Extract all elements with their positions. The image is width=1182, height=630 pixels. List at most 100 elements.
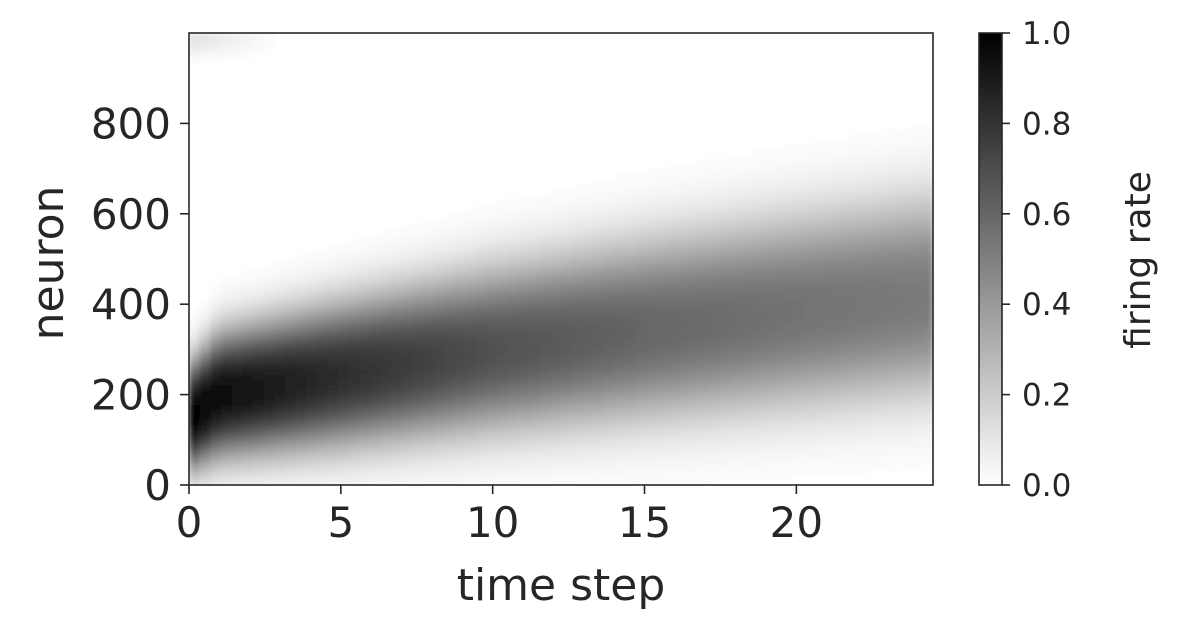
heatmap-cell: [837, 384, 849, 391]
heatmap-cell: [603, 314, 615, 320]
heatmap-cell: [677, 394, 690, 401]
heatmap-cell: [922, 459, 933, 466]
heatmap-cell: [688, 424, 700, 431]
heatmap-cell: [752, 409, 764, 416]
heatmap-cell: [603, 329, 615, 336]
heatmap-cell: [731, 394, 743, 401]
heatmap-cell: [433, 284, 445, 290]
heatmap-cell: [805, 434, 817, 441]
heatmap-cell: [571, 243, 583, 250]
heatmap-cell: [337, 399, 350, 406]
heatmap-cell: [879, 233, 892, 240]
heatmap-cell: [582, 264, 594, 270]
heatmap-cell: [561, 233, 573, 240]
heatmap-cell: [805, 349, 817, 356]
heatmap-cell: [274, 259, 286, 265]
heatmap-cell: [444, 309, 456, 315]
heatmap-cell: [380, 399, 392, 406]
heatmap-cell: [189, 33, 201, 39]
heatmap-cell: [316, 274, 328, 280]
heatmap-cell: [337, 384, 350, 391]
heatmap-cell: [475, 253, 488, 260]
heatmap-cell: [369, 419, 382, 426]
heatmap-cell: [646, 369, 658, 376]
heatmap-cell: [911, 364, 924, 371]
heatmap-cell: [858, 253, 870, 260]
heatmap-cell: [412, 228, 424, 235]
heatmap-cell: [316, 299, 328, 305]
heatmap-cell: [677, 334, 690, 341]
heatmap-cell: [805, 459, 817, 466]
heatmap-cell: [295, 434, 307, 441]
heatmap-cell: [879, 309, 892, 315]
heatmap-cell: [359, 444, 371, 451]
heatmap-cell: [794, 444, 807, 451]
heatmap-cell: [380, 329, 392, 336]
heatmap-cell: [359, 434, 371, 441]
colorbar-tick-label: 0.0: [1022, 468, 1071, 504]
heatmap-cell: [390, 464, 403, 471]
heatmap-cell: [699, 404, 711, 411]
heatmap-cell: [656, 444, 668, 451]
heatmap-cell: [911, 289, 924, 295]
heatmap-cell: [826, 344, 839, 351]
heatmap-cell: [444, 419, 456, 426]
heatmap-cell: [454, 264, 467, 270]
heatmap-cell: [667, 274, 679, 280]
heatmap-cell: [688, 344, 700, 351]
heatmap-cell: [359, 474, 371, 481]
heatmap-cell: [412, 294, 424, 300]
heatmap-cell: [359, 454, 371, 461]
heatmap-cell: [869, 444, 881, 451]
heatmap-cell: [837, 469, 849, 476]
heatmap-cell: [507, 414, 520, 421]
heatmap-cell: [210, 389, 222, 396]
heatmap-cell: [858, 354, 870, 361]
heatmap-cell: [295, 274, 307, 280]
heatmap-cell: [390, 259, 403, 265]
heatmap-cell: [475, 354, 488, 361]
heatmap-cell: [327, 259, 339, 265]
heatmap-cell: [412, 449, 424, 456]
heatmap-cell: [858, 274, 870, 280]
heatmap-cell: [879, 203, 892, 210]
heatmap-cell: [901, 168, 913, 175]
heatmap-cell: [561, 299, 573, 305]
heatmap-cell: [582, 454, 594, 461]
heatmap-cell: [656, 469, 668, 476]
heatmap-cell: [295, 469, 307, 476]
heatmap-cell: [720, 274, 732, 280]
heatmap-cell: [518, 419, 530, 426]
heatmap-cell: [762, 153, 775, 160]
heatmap-cell: [263, 389, 275, 396]
heatmap-cell: [561, 399, 573, 406]
heatmap-cell: [486, 379, 498, 386]
heatmap-cell: [571, 213, 583, 220]
heatmap-cell: [359, 299, 371, 305]
heatmap-cell: [879, 274, 892, 280]
heatmap-cell: [390, 354, 403, 361]
heatmap-cell: [688, 414, 700, 421]
heatmap-cell: [507, 198, 520, 205]
heatmap-cell: [688, 409, 700, 416]
heatmap-cell: [869, 168, 881, 175]
heatmap-cell: [677, 269, 690, 275]
heatmap-cell: [858, 444, 870, 451]
heatmap-cell: [529, 339, 541, 346]
heatmap-cell: [911, 173, 924, 180]
heatmap-cell: [635, 439, 647, 446]
heatmap-cell: [507, 409, 520, 416]
heatmap-cell: [582, 459, 594, 466]
heatmap-cell: [646, 404, 658, 411]
heatmap-cell: [890, 259, 902, 265]
heatmap-cell: [603, 384, 615, 391]
heatmap-cell: [348, 344, 360, 351]
heatmap-cell: [454, 364, 467, 371]
heatmap-cell: [486, 208, 498, 215]
heatmap-cell: [731, 193, 743, 200]
heatmap-cell: [837, 309, 849, 315]
heatmap-cell: [773, 253, 785, 260]
heatmap-cell: [720, 203, 732, 210]
heatmap-cell: [603, 238, 615, 245]
